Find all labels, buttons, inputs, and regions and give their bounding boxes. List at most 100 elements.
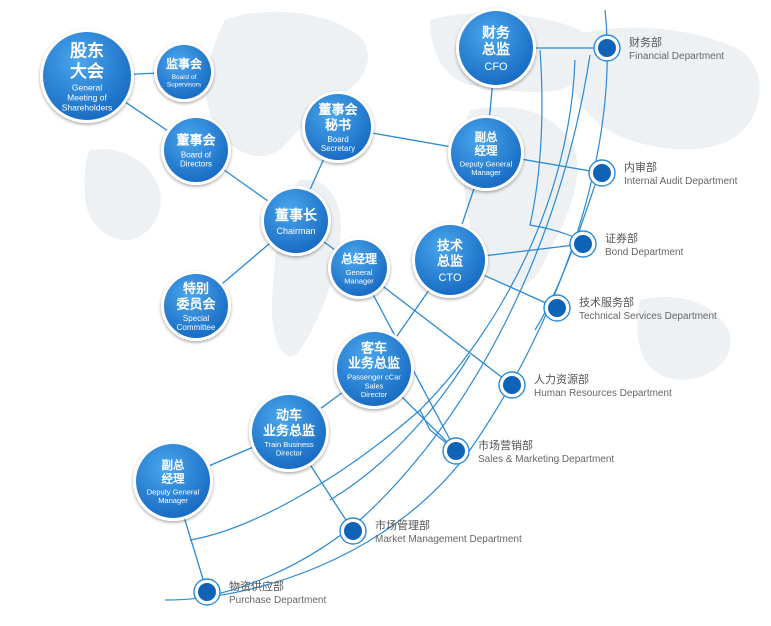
node-title-en: Supervisors: [167, 81, 202, 88]
department-name-en: Sales & Marketing Department: [478, 454, 614, 465]
department-arcs: [164, 9, 608, 601]
department-name-en: Financial Department: [629, 51, 724, 62]
node-circle: [164, 274, 228, 338]
node-title-en: Manager: [344, 276, 374, 285]
department-sales[interactable]: 市场营销部 Sales & Marketing Department: [442, 437, 614, 465]
node-title-zh: 经理: [162, 472, 185, 486]
department-dot: [344, 522, 362, 540]
node-title-zh: 技术: [437, 238, 463, 254]
node-title-zh: 监事会: [166, 56, 203, 71]
node-title-zh: 副总: [162, 458, 185, 472]
node-title-en: Train Business: [264, 440, 314, 449]
node-title-zh: 董事长: [275, 207, 318, 224]
node-circle: [337, 332, 411, 406]
department-dot: [598, 39, 616, 57]
node-title-en: General: [346, 268, 373, 277]
department-name-zh: 技术服务部: [579, 295, 634, 309]
department-purchase[interactable]: 物资供应部 Purchase Department: [193, 578, 326, 606]
department-bond[interactable]: 证券部 Bond Department: [569, 230, 684, 258]
node-circle: [459, 11, 533, 85]
department-name-en: Human Resources Department: [534, 388, 672, 399]
department-name-zh: 内审部: [624, 160, 657, 174]
department-name-zh: 人力资源部: [534, 372, 589, 386]
node-title-zh: 客车: [361, 340, 387, 356]
department-markers: 财务部 Financial Department 内审部 Internal Audit…: [193, 34, 738, 606]
department-market[interactable]: 市场管理部 Market Management Department: [339, 517, 522, 545]
node-title-en: Manager: [158, 496, 188, 505]
node-circle: [331, 240, 387, 296]
node-title-zh: 秘书: [325, 117, 351, 133]
node-title-en: Sales: [365, 381, 384, 390]
node-title-en: Meeting of: [67, 92, 107, 102]
department-name-zh: 物资供应部: [229, 579, 284, 593]
node-title-en: CFO: [484, 61, 508, 73]
department-dot: [503, 376, 521, 394]
department-name-en: Bond Department: [605, 247, 684, 258]
node-title-zh: 总监: [437, 253, 463, 269]
node-title-zh: 委员会: [175, 296, 216, 312]
node-title-zh: 董事会: [318, 102, 358, 118]
node-title-zh: 经理: [475, 144, 498, 158]
node-circle: [252, 395, 326, 469]
node-title-en: Deputy General: [147, 487, 200, 496]
connection-line: [358, 267, 513, 386]
department-name-zh: 市场管理部: [375, 518, 430, 532]
node-title-en: Deputy General: [460, 159, 513, 168]
department-dot: [574, 235, 592, 253]
node-title-zh: 业务总监: [348, 356, 400, 372]
node-title-zh: 总经理: [341, 251, 377, 266]
department-dot: [548, 299, 566, 317]
node-title-zh: 业务总监: [263, 423, 315, 439]
node-title-en: Shareholders: [62, 102, 113, 112]
node-title-en: Board of: [181, 150, 212, 159]
node-title-en: Committee: [177, 323, 216, 332]
node-circle: [264, 189, 328, 253]
node-title-en: Director: [276, 449, 303, 458]
node-title-en: Board of: [172, 74, 197, 81]
department-audit[interactable]: 内审部 Internal Audit Department: [588, 159, 738, 187]
node-title-en: Chairman: [276, 226, 315, 236]
node-title-zh: 总监: [482, 41, 510, 58]
node-circle: [305, 94, 371, 160]
department-name-zh: 证券部: [605, 231, 638, 245]
node-title-zh: 副总: [475, 130, 498, 144]
department-financial[interactable]: 财务部 Financial Department: [593, 34, 724, 62]
department-name-zh: 财务部: [629, 35, 662, 49]
department-hr[interactable]: 人力资源部 Human Resources Department: [498, 371, 672, 399]
department-name-zh: 市场营销部: [478, 438, 533, 452]
node-title-zh: 特别: [183, 281, 209, 297]
department-name-en: Technical Services Department: [579, 311, 717, 322]
node-circle: [157, 45, 211, 99]
department-dot: [447, 442, 465, 460]
department-name-en: Market Management Department: [375, 534, 522, 545]
department-techsvc[interactable]: 技术服务部 Technical Services Department: [543, 294, 717, 322]
node-title-en: Passenger cCar: [347, 373, 401, 382]
node-circle: [164, 118, 228, 182]
node-title-en: Director: [361, 390, 388, 399]
node-title-en: CTO: [438, 272, 461, 284]
node-title-zh: 动车: [276, 408, 302, 424]
department-dot: [198, 583, 216, 601]
node-title-zh: 大会: [70, 61, 104, 82]
node-title-en: Special: [183, 314, 209, 323]
node-chairman[interactable]: 董事长 Chairman: [261, 186, 331, 256]
node-circle: [136, 444, 210, 518]
department-name-en: Internal Audit Department: [624, 176, 738, 187]
node-circle: [451, 118, 521, 188]
node-circle: [43, 32, 131, 120]
